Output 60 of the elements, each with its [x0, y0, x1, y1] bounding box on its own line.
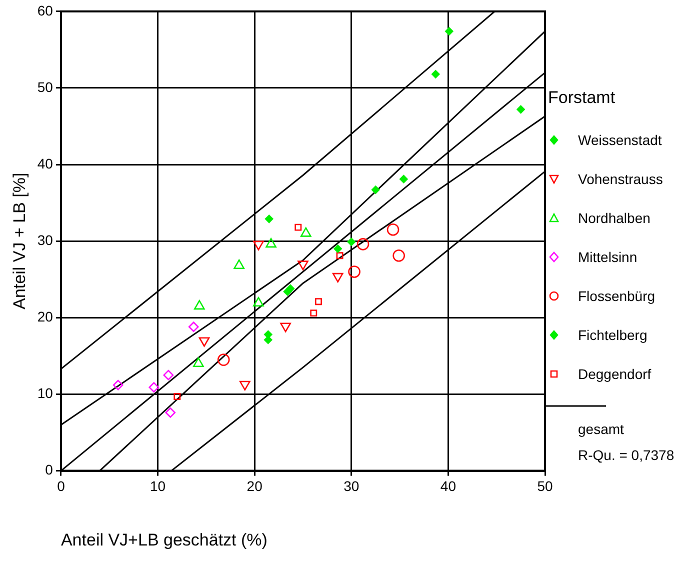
point: [112, 380, 124, 390]
x-axis-title: Anteil VJ+LB geschätzt (%): [60, 530, 268, 550]
x-tick-label: 10: [150, 478, 166, 494]
legend-label: Flossenbürg: [578, 288, 656, 304]
point: [445, 27, 454, 36]
x-tick-label: 40: [440, 478, 456, 494]
point: [165, 407, 176, 418]
point: [386, 223, 400, 236]
point: [336, 252, 344, 260]
point: [283, 287, 292, 296]
point: [348, 266, 360, 278]
point: [239, 380, 250, 390]
point: [163, 370, 174, 380]
point: [188, 322, 199, 332]
point: [310, 310, 318, 317]
x-tick-label: 0: [57, 478, 66, 494]
legend-label: Nordhalben: [578, 210, 650, 226]
point: [294, 224, 302, 231]
point: [253, 296, 264, 307]
y-axis-title: Anteil VJ + LB [%]: [10, 172, 29, 310]
point: [300, 227, 312, 237]
legend-label: Deggendorf: [578, 366, 652, 382]
text: gesamt: [578, 421, 624, 437]
point: [332, 272, 344, 282]
x-tick-label: 50: [537, 478, 553, 494]
point: [356, 238, 370, 250]
text: R-Qu. = 0,7378: [578, 447, 674, 463]
point: [431, 70, 440, 78]
legend-label: Weissenstadt: [578, 132, 662, 148]
point: [371, 186, 380, 194]
y-tick-label: 0: [45, 462, 54, 478]
y-tick-label: 10: [37, 385, 54, 402]
point: [400, 174, 408, 184]
legend-title: Forstamt: [548, 88, 616, 108]
point: [198, 337, 210, 347]
point: [334, 244, 342, 253]
point: [217, 354, 230, 366]
legend-label: Vohenstrauss: [578, 170, 663, 186]
x-tick-label: 30: [344, 478, 360, 494]
y-tick-label: 50: [37, 78, 54, 95]
legend-label: Fichtelberg: [578, 326, 648, 342]
point: [148, 382, 160, 392]
y-tick-label: 20: [37, 308, 54, 325]
y-tick-label: 40: [37, 155, 54, 172]
point: [253, 240, 264, 250]
y-tick-label: 60: [37, 2, 54, 18]
point: [314, 298, 322, 306]
point: [298, 260, 308, 270]
point: [194, 300, 205, 310]
point: [516, 105, 525, 114]
point: [193, 357, 204, 368]
point: [347, 238, 356, 246]
x-tick-label: 20: [246, 478, 263, 494]
point: [392, 250, 405, 262]
y-tick-label: 30: [37, 232, 54, 248]
legend-label: Mittelsinn: [578, 248, 638, 264]
point: [264, 214, 274, 224]
point: [280, 322, 291, 332]
point: [266, 238, 276, 248]
point: [174, 393, 181, 400]
